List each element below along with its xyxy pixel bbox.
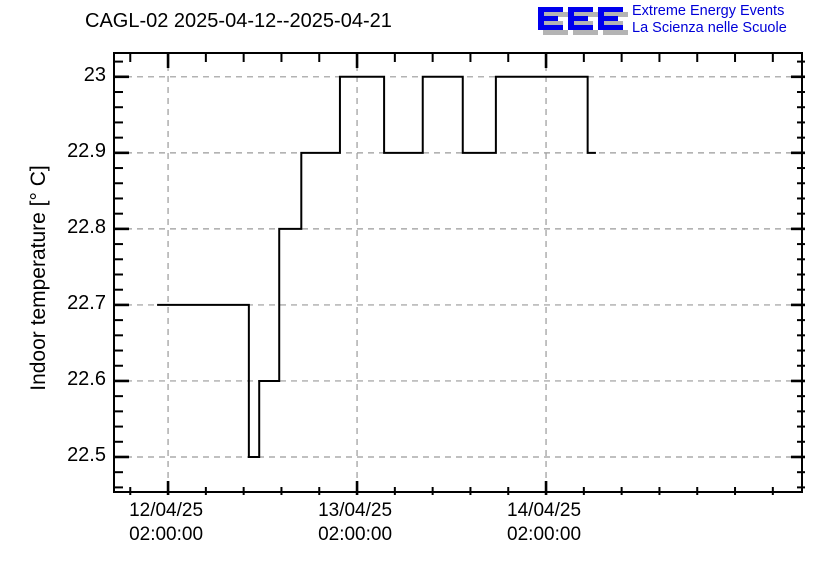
x-tick-label-date: 13/04/25 — [318, 500, 393, 521]
eee-logo-letters — [538, 7, 623, 30]
x-axis-tick-labels: 12/04/25 02:00:00 13/04/25 02:00:00 14/04/25… — [113, 499, 803, 559]
y-tick-label: 23 — [83, 63, 106, 86]
plot-area — [113, 52, 805, 495]
y-axis-tick-labels: 22.5 22.6 22.7 22.8 22.9 23 — [36, 52, 106, 493]
y-axis-ticks — [115, 60, 805, 489]
x-tick-label: 14/04/25 02:00:00 — [454, 499, 634, 547]
plot-svg — [115, 54, 805, 495]
x-tick-label-time: 02:00:00 — [129, 524, 204, 545]
eee-logo-text-line1: Extreme Energy Events — [632, 3, 785, 19]
y-tick-label: 22.9 — [67, 139, 106, 162]
eee-logo-shadow — [543, 12, 628, 35]
temperature-line — [157, 75, 596, 458]
eee-logo-mark — [538, 7, 628, 35]
grid-lines — [115, 54, 805, 495]
x-tick-label-date: 12/04/25 — [129, 500, 204, 521]
page-title: CAGL-02 2025-04-12--2025-04-21 — [85, 10, 392, 32]
x-tick-label-time: 02:00:00 — [507, 524, 582, 545]
x-axis-ticks — [129, 54, 774, 495]
x-tick-label: 13/04/25 02:00:00 — [265, 499, 445, 547]
y-tick-label: 22.7 — [67, 291, 106, 314]
eee-logo-text-line2: La Scienza nelle Scuole — [632, 20, 787, 36]
y-tick-label: 22.6 — [67, 367, 106, 390]
eee-logo-text: Extreme Energy Events La Scienza nelle S… — [632, 3, 787, 37]
y-tick-label: 22.5 — [67, 443, 106, 466]
y-tick-label: 22.8 — [67, 215, 106, 238]
x-tick-label-time: 02:00:00 — [318, 524, 393, 545]
x-tick-label: 12/04/25 02:00:00 — [76, 499, 256, 547]
eee-logo-block: Extreme Energy Events La Scienza nelle S… — [536, 2, 836, 42]
x-tick-label-date: 14/04/25 — [507, 500, 582, 521]
